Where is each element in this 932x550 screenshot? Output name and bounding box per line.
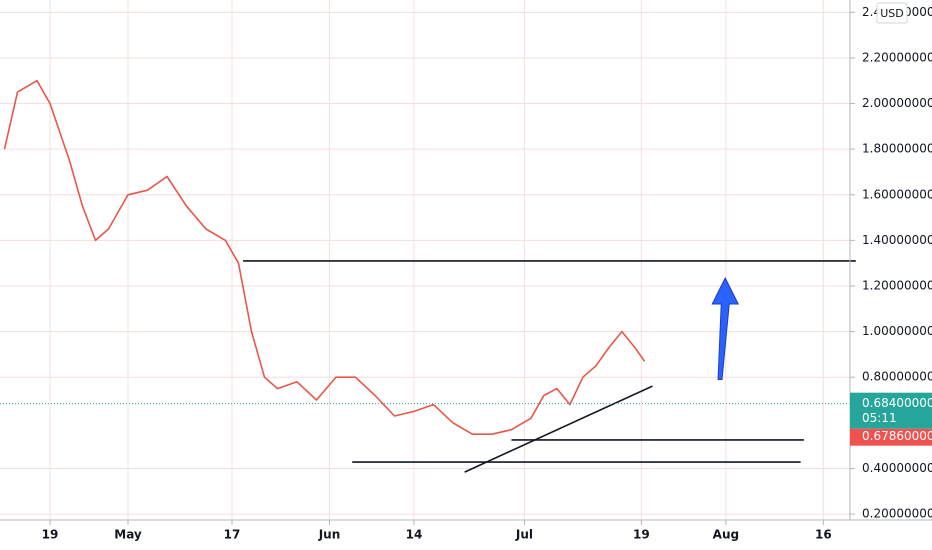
currency-badge[interactable] — [876, 2, 908, 24]
x-tick-label: Aug — [713, 528, 739, 542]
previous-close-label: 0.67860000 — [862, 429, 932, 443]
x-tick-label: Jun — [318, 528, 341, 542]
trend-line — [464, 385, 653, 473]
previous-close-badge — [850, 428, 932, 446]
x-tick-label: 17 — [224, 528, 241, 542]
currency-label: USD — [880, 7, 904, 20]
x-tick-label: 14 — [406, 528, 423, 542]
axis: 0.20000000 0.40000000 0.80000000 1.00000000… — [42, 5, 932, 542]
y-tick-label: 1.80000000 — [862, 142, 932, 156]
countdown-label: 05:11 — [862, 411, 897, 425]
x-tick-label: 19 — [42, 528, 59, 542]
y-tick-label: 0.20000000 — [862, 507, 932, 521]
marks — [0, 79, 856, 473]
x-tick-label: 19 — [633, 528, 650, 542]
arrow — [711, 276, 740, 381]
price-line — [3, 79, 646, 435]
current-price-badge — [850, 392, 932, 429]
grid — [0, 0, 850, 520]
x-tick-label: May — [114, 528, 142, 542]
y-tick-label: 1.20000000 — [862, 279, 932, 293]
x-tick-label: Jul — [515, 528, 533, 542]
y-tick-label: 2.20000000 — [862, 50, 932, 64]
current-price-label: 0.68400000 — [862, 396, 932, 410]
y-tick-label: 1.40000000 — [862, 233, 932, 247]
y-tick-label: 2.00000000 — [862, 96, 932, 110]
y-tick-label: 1.00000000 — [862, 324, 932, 338]
x-tick-label: 16 — [815, 528, 832, 542]
y-tick-label: 0.40000000 — [862, 461, 932, 475]
y-tick-label: 1.60000000 — [862, 187, 932, 201]
y-tick-label: 0.80000000 — [862, 370, 932, 384]
